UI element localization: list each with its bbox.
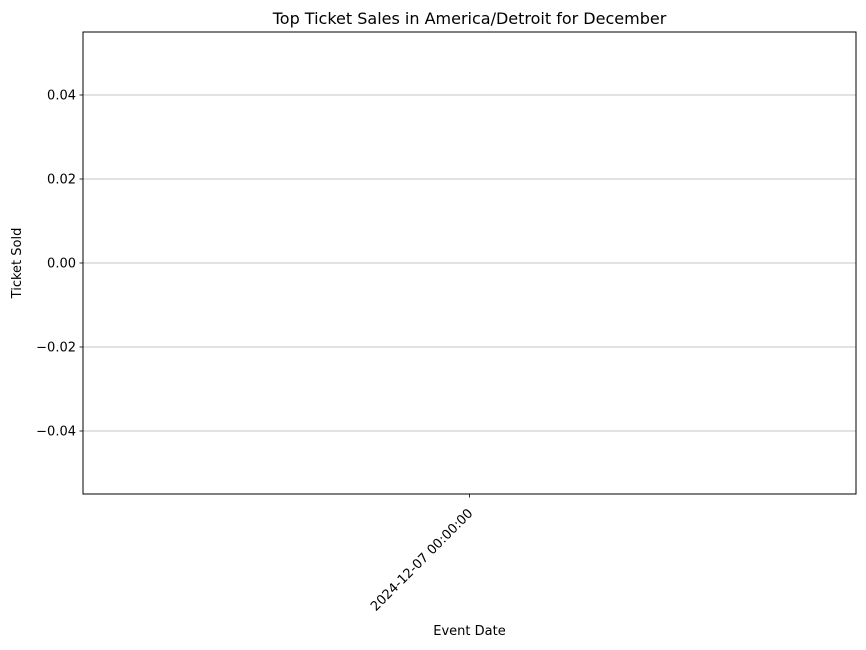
y-tick-label: 0.04 bbox=[47, 89, 76, 104]
x-tick-label: 2024-12-07 00:00:00 bbox=[368, 506, 476, 614]
x-axis-label: Event Date bbox=[433, 624, 505, 639]
grid-lines bbox=[83, 94, 856, 432]
y-axis-label: Ticket Sold bbox=[10, 228, 25, 300]
chart-title: Top Ticket Sales in America/Detroit for … bbox=[272, 9, 667, 28]
y-tick-label: −0.04 bbox=[36, 425, 76, 440]
y-tick-label: 0.00 bbox=[47, 257, 76, 272]
y-axis-ticks: −0.04 −0.02 0.00 0.02 0.04 bbox=[36, 89, 83, 440]
y-tick-label: −0.02 bbox=[36, 341, 76, 356]
y-tick-label: 0.02 bbox=[47, 173, 76, 188]
x-axis-ticks: 2024-12-07 00:00:00 bbox=[368, 494, 476, 614]
